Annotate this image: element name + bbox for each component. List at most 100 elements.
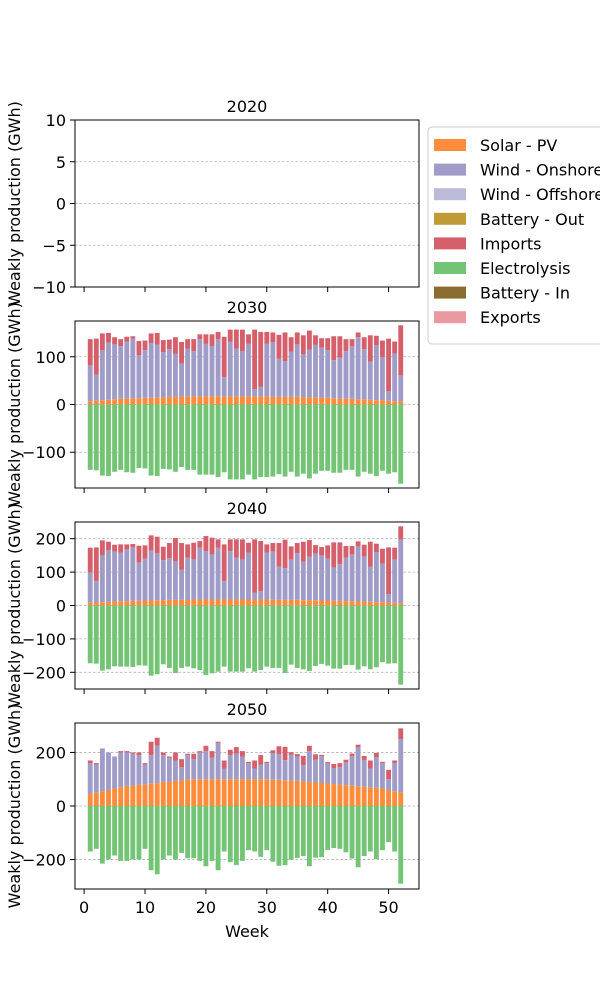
bar-imports-week-39 — [319, 338, 325, 348]
bar-wind-onshore-week-45 — [355, 337, 361, 400]
bar-wind-onshore-week-29 — [258, 591, 264, 600]
bar-solar-pv-week-8 — [130, 785, 136, 806]
bar-imports-week-15 — [173, 538, 178, 562]
bar-electrolysis-week-25 — [233, 605, 239, 672]
bar-electrolysis-week-46 — [361, 605, 367, 667]
bar-imports-week-11 — [148, 333, 154, 343]
bar-imports-week-12 — [154, 332, 160, 345]
bar-electrolysis-week-47 — [367, 605, 373, 670]
bar-electrolysis-week-34 — [288, 806, 294, 860]
bar-solar-pv-week-3 — [99, 400, 105, 405]
x-tick-label: 40 — [317, 898, 337, 917]
bar-imports-week-30 — [264, 544, 270, 553]
bar-electrolysis-week-40 — [325, 404, 331, 471]
bar-electrolysis-week-27 — [246, 605, 251, 669]
panel-2020: −10 −5 0 5 10 2020 Weakly production (GWh) — [5, 97, 420, 306]
bar-wind-onshore-week-19 — [197, 339, 203, 397]
bar-wind-onshore-week-48 — [373, 757, 379, 788]
bar-imports-week-32 — [276, 543, 282, 567]
bar-imports-week-9 — [136, 752, 142, 756]
bar-imports-week-14 — [166, 543, 172, 559]
bar-solar-pv-week-12 — [154, 600, 160, 606]
bar-wind-onshore-week-32 — [276, 754, 282, 780]
bar-imports-week-42 — [337, 542, 343, 565]
bar-electrolysis-week-24 — [227, 605, 233, 672]
bar-solar-pv-week-44 — [349, 785, 355, 806]
bar-electrolysis-week-37 — [306, 806, 312, 867]
panel-2050: −200 0 200 0 10 20 30 40 50 2050 Weakly production… — [5, 700, 420, 941]
bar-electrolysis-week-51 — [392, 605, 398, 664]
bar-wind-onshore-week-46 — [361, 349, 367, 400]
bar-wind-onshore-week-14 — [166, 349, 172, 397]
bar-solar-pv-week-1 — [87, 793, 93, 806]
bar-imports-week-46 — [361, 755, 367, 760]
bar-electrolysis-week-5 — [112, 806, 118, 856]
bar-solar-pv-week-51 — [392, 401, 398, 405]
bar-electrolysis-week-45 — [355, 404, 361, 477]
bar-imports-week-31 — [270, 543, 276, 552]
bar-wind-onshore-week-44 — [349, 756, 355, 786]
bar-electrolysis-week-50 — [386, 605, 391, 664]
bar-solar-pv-week-15 — [173, 780, 178, 806]
bar-solar-pv-week-30 — [264, 396, 270, 405]
bar-electrolysis-week-50 — [386, 404, 391, 474]
bar-electrolysis-week-30 — [264, 404, 270, 478]
bar-wind-onshore-week-50 — [386, 594, 391, 603]
legend-label-exports: Exports — [480, 308, 541, 327]
bar-wind-onshore-week-51 — [392, 763, 398, 792]
bar-electrolysis-week-23 — [221, 806, 227, 852]
bar-solar-pv-week-16 — [179, 396, 184, 405]
bar-wind-onshore-week-31 — [270, 752, 276, 780]
bar-wind-onshore-week-19 — [197, 752, 203, 780]
bar-solar-pv-week-18 — [191, 396, 197, 405]
bar-electrolysis-week-6 — [118, 605, 124, 667]
bar-solar-pv-week-2 — [93, 792, 99, 806]
bar-electrolysis-week-26 — [239, 605, 245, 672]
bar-solar-pv-week-25 — [233, 599, 239, 606]
bar-solar-pv-week-4 — [106, 789, 111, 806]
bar-imports-week-11 — [148, 535, 154, 551]
bar-wind-onshore-week-15 — [173, 353, 178, 397]
bar-wind-onshore-week-22 — [215, 547, 221, 600]
bar-solar-pv-week-23 — [221, 779, 227, 806]
bar-imports-week-28 — [252, 760, 258, 769]
bar-imports-week-33 — [282, 332, 288, 362]
bar-imports-week-29 — [258, 541, 264, 592]
bar-wind-onshore-week-9 — [136, 755, 142, 785]
y-tick-label: −5 — [42, 236, 66, 255]
legend-label-imports: Imports — [480, 234, 541, 253]
bar-solar-pv-week-36 — [300, 781, 306, 806]
bar-wind-onshore-week-48 — [373, 552, 379, 603]
bar-imports-week-37 — [306, 745, 312, 752]
bar-electrolysis-week-24 — [227, 404, 233, 480]
bar-wind-onshore-week-42 — [337, 357, 343, 399]
bar-wind-onshore-week-21 — [209, 757, 215, 780]
bar-imports-week-6 — [118, 339, 124, 347]
bar-solar-pv-week-50 — [386, 400, 391, 405]
legend-label-solar-pv: Solar - PV — [480, 136, 557, 155]
bar-wind-onshore-week-17 — [185, 557, 191, 600]
bar-wind-onshore-week-39 — [319, 347, 325, 398]
bar-wind-onshore-week-41 — [331, 767, 337, 785]
bar-wind-onshore-week-19 — [197, 547, 203, 600]
bar-imports-week-3 — [99, 540, 105, 556]
bar-solar-pv-week-38 — [313, 782, 318, 806]
legend-label-battery-in: Battery - In — [480, 284, 570, 303]
bar-imports-week-44 — [349, 339, 355, 347]
bar-electrolysis-week-34 — [288, 605, 294, 665]
legend-label-wind-onshore: Wind - Onshore — [480, 161, 600, 180]
y-axis-label: Weakly production (GWh) — [5, 302, 24, 507]
bar-imports-week-43 — [343, 339, 349, 352]
bar-electrolysis-week-3 — [99, 806, 105, 864]
bar-electrolysis-week-15 — [173, 404, 178, 472]
bar-wind-onshore-week-50 — [386, 779, 391, 790]
bar-wind-onshore-week-6 — [118, 752, 124, 788]
bar-imports-week-24 — [227, 329, 233, 342]
bar-electrolysis-week-8 — [130, 404, 136, 473]
legend-swatch-solar-pv — [434, 139, 466, 151]
bar-wind-onshore-week-16 — [179, 767, 184, 781]
bar-imports-week-24 — [227, 539, 233, 552]
bar-imports-week-36 — [300, 335, 306, 355]
bar-electrolysis-week-35 — [294, 605, 300, 668]
bar-imports-week-19 — [197, 751, 203, 753]
